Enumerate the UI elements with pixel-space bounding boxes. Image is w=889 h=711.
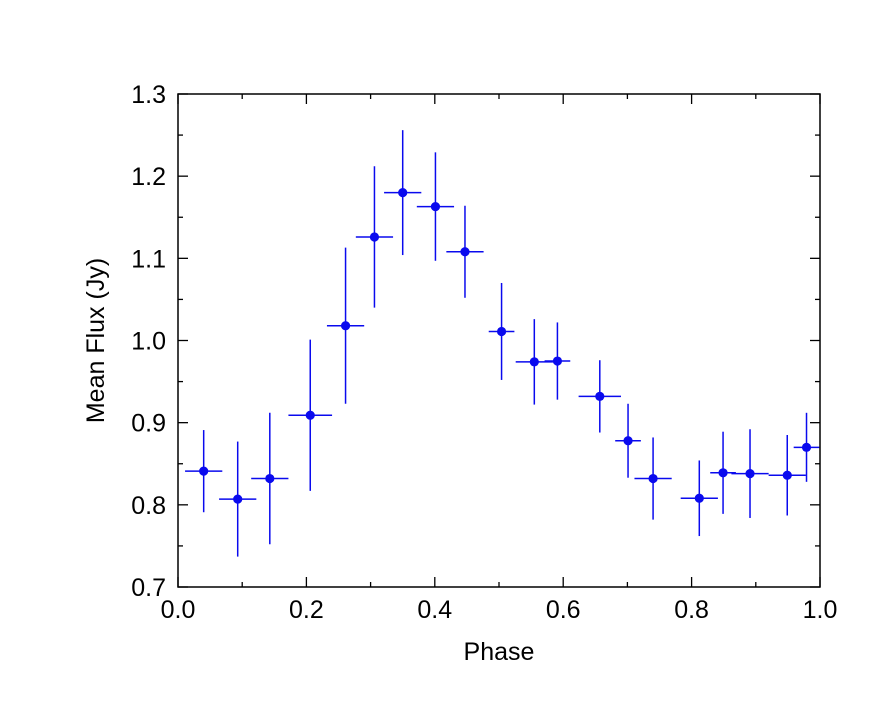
data-marker <box>529 357 539 367</box>
data-point <box>615 403 641 478</box>
data-point <box>488 282 515 380</box>
data-point <box>446 205 484 298</box>
x-tick-label: 0.0 <box>161 596 196 624</box>
data-point <box>710 431 736 514</box>
data-marker <box>460 247 470 257</box>
y-axis-label: Mean Flux (Jy) <box>82 258 110 423</box>
data-marker <box>265 473 275 484</box>
data-point <box>680 460 718 537</box>
data-point <box>416 152 455 261</box>
y-tick-label: 1.0 <box>131 328 166 356</box>
x-tick-label: 0.8 <box>674 596 709 624</box>
x-tick-label: 0.2 <box>289 596 324 624</box>
data-marker <box>595 391 605 401</box>
data-marker <box>305 410 315 420</box>
data-point <box>219 441 257 557</box>
data-marker <box>552 356 563 366</box>
y-tick-label: 0.7 <box>131 574 166 602</box>
data-point <box>515 319 553 405</box>
data-marker <box>398 188 408 198</box>
y-tick-label: 0.8 <box>131 492 166 520</box>
data-point <box>185 430 223 513</box>
x-axis-label: Phase <box>464 638 535 666</box>
y-tick-label: 1.3 <box>131 81 166 109</box>
data-point <box>793 412 820 482</box>
y-axis: 0.7 0.8 0.9 1.0 1.1 1.2 1.3 <box>131 81 820 602</box>
data-marker <box>623 436 633 446</box>
x-tick-label: 0.4 <box>417 596 452 624</box>
data-marker <box>801 442 812 452</box>
data-point <box>251 412 289 545</box>
y-tick-label: 0.9 <box>131 410 166 438</box>
data-point <box>384 130 422 256</box>
data-point <box>288 339 333 491</box>
data-marker <box>782 470 792 480</box>
data-point <box>634 437 672 520</box>
data-marker <box>694 493 704 503</box>
data-marker <box>718 468 728 478</box>
data-point <box>355 166 394 308</box>
x-tick-label: 1.0 <box>803 596 838 624</box>
data-point <box>578 360 621 433</box>
data-layer <box>185 130 820 557</box>
data-marker <box>745 469 755 479</box>
data-point <box>326 247 365 404</box>
data-marker <box>496 326 507 337</box>
data-marker <box>199 466 209 476</box>
y-tick-label: 1.1 <box>131 245 166 273</box>
y-tick-label: 1.2 <box>131 163 166 191</box>
data-marker <box>648 473 658 484</box>
x-tick-label: 0.6 <box>546 596 581 624</box>
x-axis: 0.0 0.2 0.4 0.6 0.8 1.0 <box>161 94 838 624</box>
data-marker <box>340 321 351 331</box>
data-point <box>768 434 806 516</box>
data-marker <box>233 494 243 504</box>
data-marker <box>369 232 380 242</box>
data-point <box>731 429 769 518</box>
data-point <box>544 322 571 400</box>
data-marker <box>430 201 441 212</box>
